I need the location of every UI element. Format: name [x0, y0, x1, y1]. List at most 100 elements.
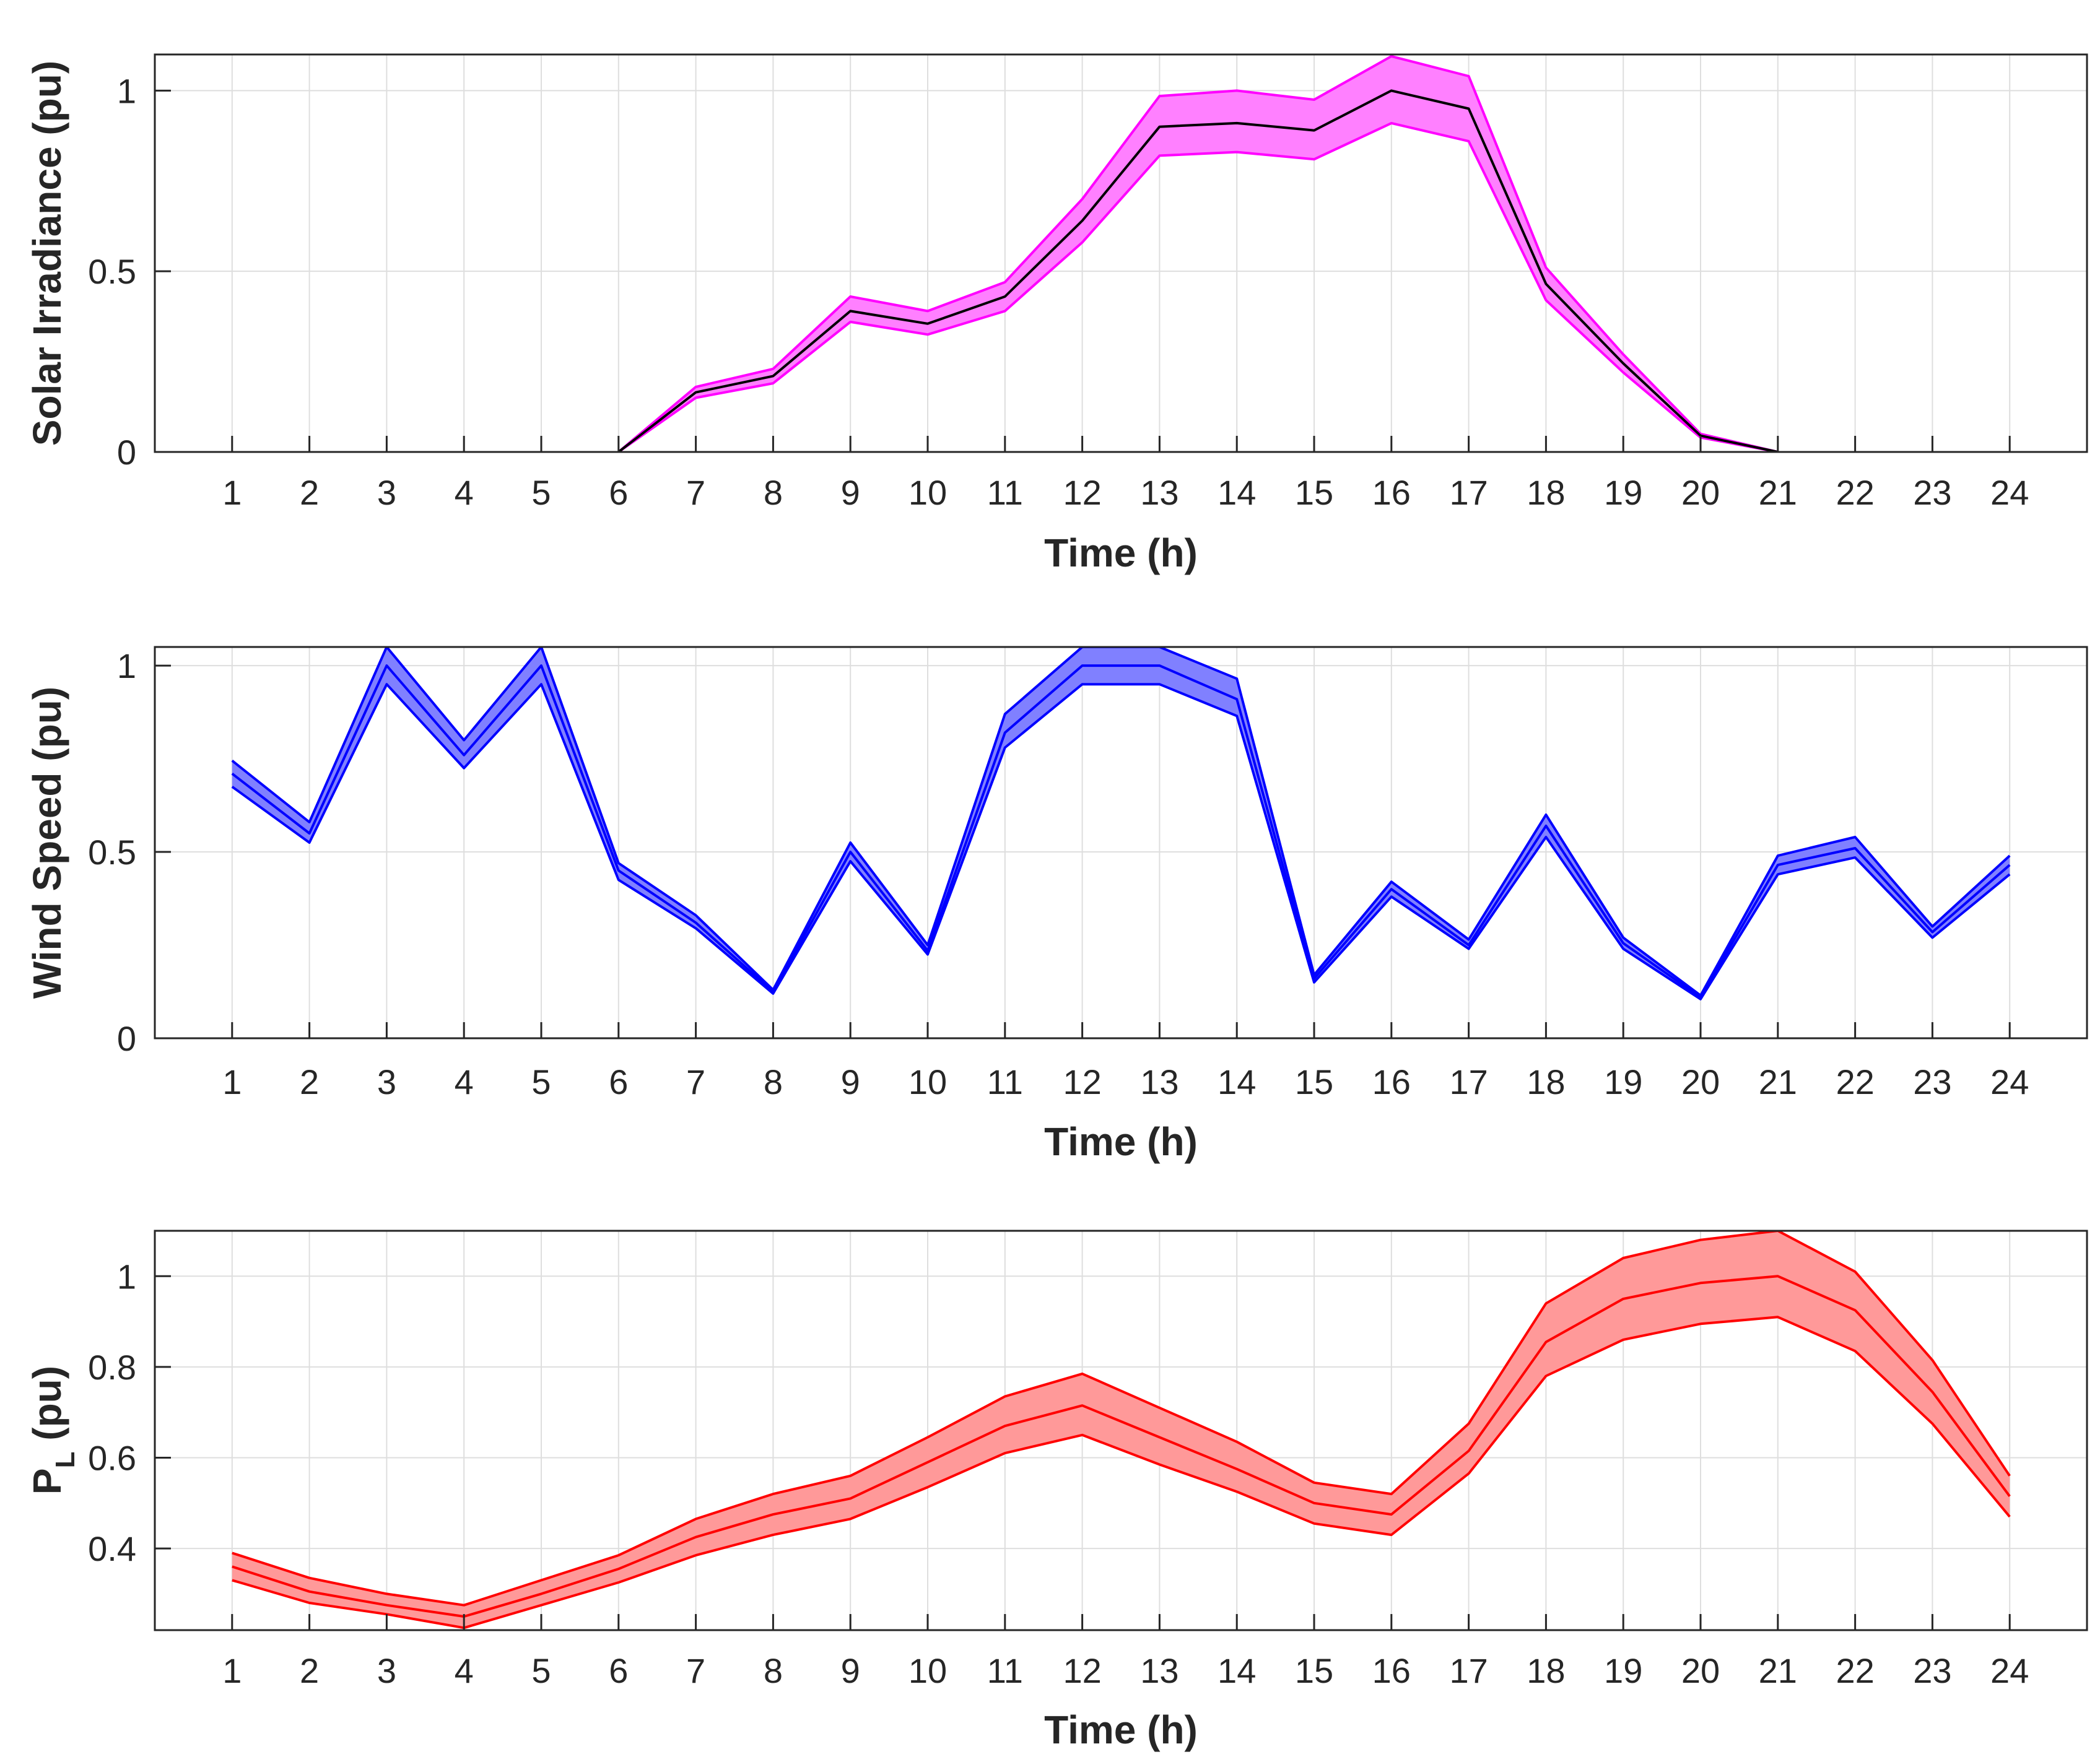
y-axis-label: PL (pu) [25, 1366, 81, 1495]
x-tick-label: 2 [300, 1062, 319, 1101]
x-tick-label: 19 [1604, 1062, 1642, 1101]
mean-line [617, 89, 1779, 452]
plot-area [155, 647, 2087, 1038]
x-tick-label: 24 [1990, 1651, 2029, 1690]
x-tick-label: 10 [908, 1062, 947, 1101]
y-tick-label: 0.6 [88, 1438, 136, 1477]
y-tick-label: 0.4 [88, 1529, 136, 1568]
upper-bound-line [232, 1231, 2011, 1607]
x-tick-label: 4 [455, 473, 474, 512]
x-tick-label: 2 [300, 473, 319, 512]
series-lines [232, 1231, 2011, 1630]
x-tick-label: 19 [1604, 1651, 1642, 1690]
x-axis-label: Time (h) [1044, 1119, 1198, 1164]
x-tick-label: 13 [1140, 473, 1179, 512]
x-tick-label: 21 [1759, 1062, 1797, 1101]
lower-bound-line [232, 1316, 2011, 1630]
x-tick-label: 6 [609, 473, 628, 512]
x-tick-label: 3 [377, 473, 396, 512]
x-tick-label: 9 [841, 1651, 860, 1690]
grid [155, 1231, 2087, 1630]
mean-line [231, 664, 2011, 999]
x-tick-label: 3 [377, 1651, 396, 1690]
x-tick-label: 12 [1063, 1651, 1101, 1690]
x-tick-label: 11 [987, 473, 1023, 512]
x-tick-label: 9 [841, 473, 860, 512]
series-lines [617, 54, 1779, 452]
ticks: 1 2 3 4 5 6 7 8 9 10 11 12 13 14 15 16 17 18 19 20 21 22 23 240… [88, 646, 2029, 1101]
x-tick-label: 22 [1836, 473, 1874, 512]
plot-frame [154, 646, 2088, 1039]
plot-frame [154, 1230, 2088, 1631]
x-tick-label: 9 [841, 1062, 860, 1101]
x-tick-label: 20 [1681, 473, 1720, 512]
x-tick-label: 7 [686, 1651, 705, 1690]
x-tick-label: 18 [1527, 473, 1565, 512]
x-tick-label: 3 [377, 1062, 396, 1101]
x-tick-label: 21 [1759, 473, 1797, 512]
x-tick-label: 18 [1527, 1651, 1565, 1690]
y-tick-label: 1 [117, 71, 136, 110]
x-tick-label: 4 [455, 1062, 474, 1101]
series-lines [231, 647, 2011, 1000]
y-axis-label-main: P [25, 1468, 69, 1495]
x-tick-label: 6 [609, 1062, 628, 1101]
x-tick-label: 20 [1681, 1651, 1720, 1690]
lower-bound-line [231, 683, 2011, 1000]
y-tick-label: 0.5 [88, 833, 136, 872]
x-tick-label: 19 [1604, 473, 1642, 512]
x-tick-label: 1 [222, 1062, 242, 1101]
x-tick-label: 15 [1295, 1062, 1333, 1101]
x-tick-label: 13 [1140, 1651, 1179, 1690]
x-tick-label: 7 [686, 473, 705, 512]
y-tick-label: 0 [117, 1019, 136, 1058]
y-axis-label-units: (pu) [25, 1366, 69, 1452]
y-tick-label: 0.8 [88, 1348, 136, 1387]
x-tick-label: 6 [609, 1651, 628, 1690]
x-tick-label: 16 [1372, 473, 1411, 512]
x-tick-label: 2 [300, 1651, 319, 1690]
x-tick-label: 8 [764, 473, 783, 512]
x-tick-label: 1 [222, 1651, 242, 1690]
x-tick-label: 4 [455, 1651, 474, 1690]
x-tick-label: 11 [987, 1062, 1023, 1101]
x-tick-label: 16 [1372, 1651, 1411, 1690]
mean-line [232, 1275, 2011, 1618]
load-power-panel: 1 2 3 4 5 6 7 8 9 10 11 12 13 14 15 16 17 18 19 20 21 22 23 240… [25, 1230, 2088, 1752]
x-tick-label: 22 [1836, 1062, 1874, 1101]
plot-area [155, 54, 2087, 452]
x-tick-label: 23 [1913, 1651, 1951, 1690]
x-tick-label: 24 [1990, 473, 2029, 512]
x-tick-label: 18 [1527, 1062, 1565, 1101]
x-tick-label: 15 [1295, 1651, 1333, 1690]
x-tick-label: 7 [686, 1062, 705, 1101]
wind-speed-panel: 1 2 3 4 5 6 7 8 9 10 11 12 13 14 15 16 17 18 19 20 21 22 23 240… [25, 646, 2088, 1164]
x-tick-label: 10 [908, 1651, 947, 1690]
upper-bound-line [617, 54, 1779, 452]
y-axis-label: Wind Speed (pu) [25, 687, 69, 999]
ticks: 1 2 3 4 5 6 7 8 9 10 11 12 13 14 15 16 17 18 19 20 21 22 23 240… [88, 71, 2029, 512]
x-tick-label: 5 [531, 473, 551, 512]
y-tick-label: 0.5 [88, 252, 136, 291]
x-tick-label: 16 [1372, 1062, 1411, 1101]
x-tick-label: 20 [1681, 1062, 1720, 1101]
upper-bound-line [231, 647, 2011, 997]
x-tick-label: 17 [1449, 473, 1488, 512]
x-tick-label: 14 [1218, 473, 1256, 512]
x-tick-label: 22 [1836, 1651, 1874, 1690]
x-tick-label: 15 [1295, 473, 1333, 512]
x-tick-label: 23 [1913, 473, 1951, 512]
solar-irradiance-panel: 1 2 3 4 5 6 7 8 9 10 11 12 13 14 15 16 17 18 19 20 21 22 23 240… [25, 53, 2088, 575]
ticks: 1 2 3 4 5 6 7 8 9 10 11 12 13 14 15 16 17 18 19 20 21 22 23 240… [88, 1257, 2029, 1690]
x-tick-label: 13 [1140, 1062, 1179, 1101]
x-tick-label: 11 [987, 1651, 1023, 1690]
x-tick-label: 8 [764, 1651, 783, 1690]
y-axis-label-subscript: L [50, 1452, 81, 1469]
lower-bound-line [617, 121, 1779, 452]
x-tick-label: 14 [1218, 1651, 1256, 1690]
x-tick-label: 5 [531, 1651, 551, 1690]
x-tick-label: 23 [1913, 1062, 1951, 1101]
x-axis-label: Time (h) [1044, 1708, 1198, 1752]
y-axis-label: Solar Irradiance (pu) [25, 61, 69, 446]
